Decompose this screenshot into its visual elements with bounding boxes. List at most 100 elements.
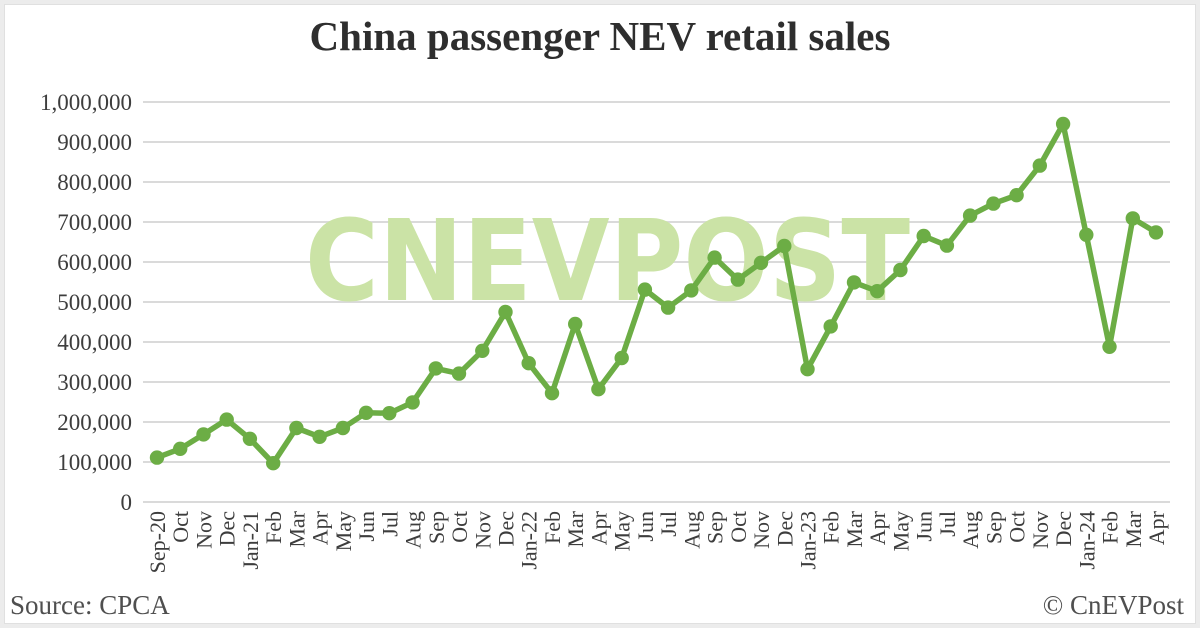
x-tick-label: Mar [563,510,588,547]
data-point-marker [1102,339,1117,354]
data-point-marker [1032,158,1048,173]
y-tick-label: 700,000 [57,210,132,235]
data-point-marker [544,386,560,401]
x-tick-label: Mar [284,510,309,547]
x-tick-label: Jul [377,511,402,537]
x-tick-label: Apr [308,510,333,545]
x-tick-label: Nov [191,511,216,549]
x-tick-label: Jan-24 [1074,511,1099,570]
data-point-marker [753,255,769,270]
x-tick-label: Apr [586,510,611,545]
data-point-marker [1125,211,1141,226]
x-tick-label: Jul [656,511,681,537]
y-tick-label: 600,000 [57,250,132,275]
x-tick-label: Feb [819,511,844,544]
chart-title: China passenger NEV retail sales [309,13,891,59]
data-point-marker [219,412,234,427]
x-tick-label: Jan-22 [517,511,542,570]
x-tick-label: Jan-21 [238,511,263,570]
gridlines-group [143,101,1170,503]
data-point-marker [893,262,908,278]
x-tick-label: Dec [1051,511,1076,547]
x-tick-label: Mar [842,510,867,547]
data-point-marker [1009,188,1024,203]
x-tick-label: Jul [935,511,960,537]
data-point-marker [962,208,978,223]
data-point-marker [475,343,490,358]
x-tick-label: May [331,511,356,551]
data-point-marker [498,304,513,320]
x-tick-label: Dec [493,511,518,547]
x-tick-label: Sep [981,511,1006,544]
data-point-marker [521,356,536,371]
x-tick-label: Apr [865,510,890,545]
data-point-marker [428,361,443,376]
data-point-marker [382,406,397,421]
y-tick-label: 1,000,000 [40,90,132,115]
x-tick-label: Aug [679,511,704,549]
data-point-marker [916,228,931,244]
y-tick-label: 400,000 [57,330,132,355]
x-tick-label: May [888,511,913,551]
data-point-marker [1055,116,1071,132]
x-tick-label: Oct [168,511,193,543]
data-point-marker [173,441,188,456]
x-tick-label: Aug [958,511,983,549]
x-tick-label: Feb [540,511,565,544]
x-tick-label: Feb [1098,511,1123,544]
x-tick-label: Sep [424,511,449,544]
x-tick-label: Jan-23 [796,511,821,570]
y-tick-label: 200,000 [57,410,132,435]
x-tick-label: May [610,511,635,551]
data-point-marker [707,250,722,265]
data-point-marker [870,284,885,299]
data-point-marker [242,431,258,446]
credit-label: © CnEVPost [1042,590,1184,620]
x-tick-label: Nov [470,511,495,549]
data-point-marker [451,366,467,381]
data-point-marker [405,395,420,410]
sales-line-series [149,116,1164,471]
x-tick-label: Oct [726,511,751,543]
data-point-marker [730,272,745,287]
x-tick-label: Sep-20 [145,511,170,573]
source-label: Source: CPCA [10,590,170,620]
y-tick-label: 0 [121,490,133,515]
x-tick-label: Nov [1028,511,1053,549]
y-tick-label: 300,000 [57,370,132,395]
data-point-marker [986,196,1001,211]
x-tick-label: Nov [749,511,774,549]
data-point-marker [684,283,699,298]
data-point-marker [939,238,955,253]
x-tick-label: Aug [401,511,426,549]
data-point-marker [266,456,281,471]
data-point-marker [335,420,351,436]
x-tick-label: Dec [772,511,797,547]
x-tick-label: Sep [703,511,728,544]
x-tick-label: Dec [215,511,240,547]
x-tick-label: Feb [261,511,286,544]
y-tick-label: 900,000 [57,130,132,155]
data-point-marker [568,316,583,332]
x-tick-label: Jun [633,511,658,542]
data-point-marker [289,420,304,436]
data-point-marker [777,238,792,254]
data-point-marker [800,362,815,377]
x-tick-label: Apr [1144,510,1169,545]
data-point-marker [1079,227,1094,242]
x-tick-label: Jun [912,511,937,542]
data-point-marker [660,300,676,315]
data-point-marker [196,427,211,442]
data-point-marker [637,282,653,297]
x-tick-label: Oct [447,511,472,543]
data-point-marker [358,405,374,420]
y-tick-label: 500,000 [57,290,132,315]
data-point-marker [614,350,629,366]
data-point-marker [149,450,165,465]
x-axis-tick-labels: Sep-20OctNovDecJan-21FebMarAprMayJunJulA… [145,510,1169,573]
data-point-marker [591,382,606,397]
data-point-marker [846,275,862,290]
watermark-cnevpost: CNEVPOST [305,197,910,327]
